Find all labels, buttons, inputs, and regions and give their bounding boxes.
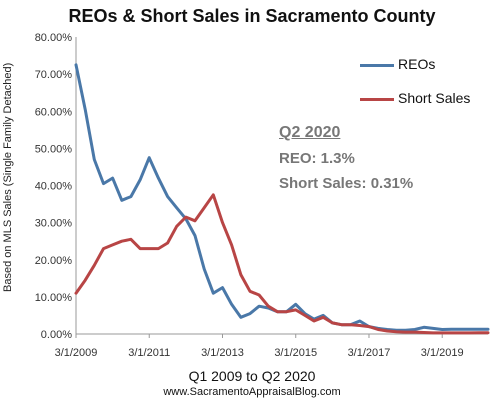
annotation-short-sales: Short Sales: 0.31%: [279, 175, 414, 192]
x-tick-label: 3/1/2017: [348, 347, 391, 359]
y-tick-label: 50.00%: [35, 143, 73, 155]
source-credit: www.SacramentoAppraisalBlog.com: [163, 386, 341, 398]
legend-swatch-short-sales: [360, 98, 394, 101]
y-tick-label: 10.00%: [35, 292, 73, 304]
annotation-title: Q2 2020: [279, 124, 341, 141]
y-tick-label: 20.00%: [35, 255, 73, 267]
axes: 0.00% 10.00% 20.00% 30.00% 40.00% 50.00% 60.00…: [35, 32, 488, 359]
y-tick-label: 40.00%: [35, 181, 73, 193]
legend-swatch-reos: [360, 64, 394, 67]
annotation-box: Q2 2020 REO: 1.3% Short Sales: 0.31%: [279, 124, 413, 200]
series-layer: [74, 63, 490, 335]
y-tick-label: 60.00%: [35, 106, 73, 118]
y-tick-label: 0.00%: [41, 329, 72, 341]
x-tick-label: 3/1/2009: [55, 347, 98, 359]
y-tick-label: 80.00%: [35, 32, 73, 44]
chart-title: REOs & Short Sales in Sacramento County: [68, 6, 436, 26]
x-tick-label: 3/1/2011: [128, 347, 170, 359]
x-axis-label: Q1 2009 to Q2 2020: [188, 368, 316, 384]
x-tick-label: 3/1/2019: [421, 347, 464, 359]
y-tick-label: 70.00%: [35, 69, 73, 81]
annotation-reo: REO: 1.3%: [279, 150, 355, 167]
series-line-short-sales: [74, 193, 490, 335]
legend-label-reos: REOs: [398, 56, 436, 72]
y-axis-label: Based on MLS Sales (Single Family Detach…: [2, 62, 14, 292]
x-tick-label: 3/1/2015: [274, 347, 317, 359]
x-tick-label: 3/1/2013: [201, 347, 244, 359]
y-tick-label: 30.00%: [35, 218, 73, 230]
legend-label-short-sales: Short Sales: [398, 90, 471, 106]
